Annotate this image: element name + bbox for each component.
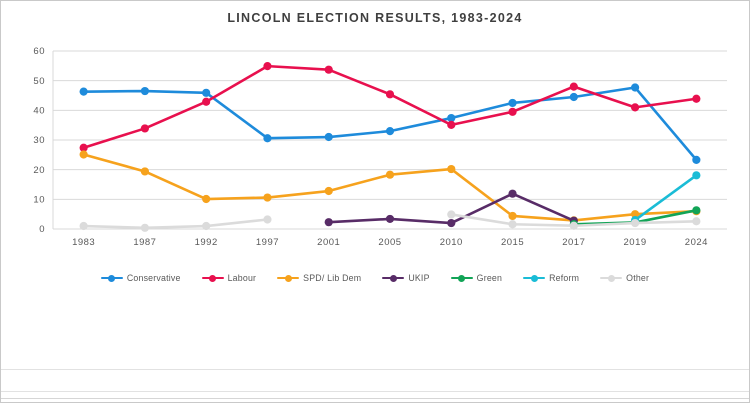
data-point-labour-2017	[569, 82, 578, 91]
data-point-labour-2005	[385, 90, 395, 99]
legend-marker-icon	[277, 274, 300, 282]
data-point-conservative-1992	[202, 88, 211, 97]
plot-area: 0 10 20 30 40 50 60 1983 1987 1992 1997 2001 2005 201…	[33, 46, 727, 248]
legend-label: Other	[626, 273, 650, 283]
data-point-other-1983	[79, 221, 88, 231]
legend-marker-icon	[523, 274, 546, 282]
chart-title: LINCOLN ELECTION RESULTS, 1983-2024	[227, 11, 523, 25]
data-point-spd-lib-dem-1992	[202, 194, 211, 204]
data-point-labour-1997	[263, 62, 272, 71]
data-point-conservative-2015	[508, 98, 517, 108]
y-tick-label: 30	[33, 135, 45, 146]
data-point-conservative-2017	[569, 92, 578, 102]
chart-legend: Conservative Labour SPD/ Lib Dem UKIP Green R…	[1, 273, 749, 283]
data-point-spd-lib-dem-2005	[385, 170, 395, 179]
legend-item-spd-lib-dem[interactable]: SPD/ Lib Dem	[277, 273, 361, 283]
legend-label: Reform	[549, 273, 580, 283]
legend-marker-icon	[600, 274, 623, 282]
data-point-conservative-1987	[140, 86, 150, 96]
legend-label: Conservative	[126, 273, 181, 283]
data-point-green-2024	[692, 206, 701, 215]
data-point-spd-lib-dem-2010	[447, 164, 456, 174]
data-point-labour-2024	[692, 94, 701, 103]
data-point-conservative-2001	[324, 132, 333, 142]
data-point-labour-2019	[630, 103, 640, 112]
data-point-labour-2001	[324, 65, 333, 74]
series-line-reform	[633, 174, 698, 222]
data-point-spd-lib-dem-1983	[79, 150, 88, 159]
data-point-other-2017	[569, 221, 578, 230]
legend-item-ukip[interactable]: UKIP	[382, 273, 429, 283]
data-point-labour-1983	[79, 143, 88, 152]
data-point-other-2019	[630, 218, 640, 228]
x-tick-label: 1983	[72, 237, 95, 248]
sheet-row-gridline	[1, 398, 749, 399]
data-point-spd-lib-dem-2015	[508, 211, 517, 221]
legend-label: Green	[476, 273, 503, 283]
x-tick-label: 1992	[195, 237, 218, 248]
legend-item-labour[interactable]: Labour	[201, 273, 257, 283]
data-point-labour-1992	[202, 97, 211, 106]
x-tick-label: 2015	[501, 237, 524, 248]
data-point-ukip-2005	[385, 214, 395, 224]
data-point-reform-2024	[692, 171, 701, 180]
x-tick-label: 1987	[133, 237, 156, 248]
legend-item-green[interactable]: Green	[450, 273, 503, 283]
data-point-other-2024	[692, 217, 701, 226]
legend-marker-icon	[382, 274, 405, 282]
data-point-ukip-2010	[447, 218, 456, 228]
data-point-ukip-2001	[324, 218, 333, 227]
y-tick-label: 0	[39, 224, 45, 235]
legend-label: SPD/ Lib Dem	[303, 273, 362, 283]
data-point-ukip-2015	[508, 189, 517, 198]
x-tick-label: 2010	[440, 237, 463, 248]
x-tick-label: 2005	[378, 237, 401, 248]
data-point-spd-lib-dem-1997	[263, 193, 272, 202]
y-tick-label: 10	[33, 195, 45, 206]
x-tick-label: 1997	[256, 237, 279, 248]
data-point-spd-lib-dem-2001	[324, 186, 333, 196]
data-point-conservative-2019	[630, 83, 640, 92]
data-point-conservative-1997	[263, 134, 272, 143]
data-point-labour-2015	[508, 107, 517, 116]
data-point-spd-lib-dem-1987	[140, 167, 150, 176]
series-line-other	[82, 218, 269, 230]
sheet-row-gridline	[1, 369, 749, 370]
legend-marker-icon	[450, 274, 473, 282]
legend-label: UKIP	[408, 273, 430, 283]
legend-marker-icon	[201, 274, 224, 282]
legend-item-reform[interactable]: Reform	[523, 273, 579, 283]
legend-label: Labour	[227, 273, 257, 283]
x-tick-label: 2001	[317, 237, 340, 248]
series-line-labour	[82, 64, 698, 150]
x-tick-label: 2017	[562, 237, 585, 248]
data-point-other-2015	[508, 220, 517, 229]
data-point-spd-lib-dem-2019	[630, 210, 640, 219]
data-point-other-1987	[140, 223, 150, 232]
data-point-conservative-2005	[385, 127, 395, 136]
data-point-other-2010	[447, 210, 456, 219]
data-point-conservative-1983	[79, 87, 88, 96]
y-tick-label: 20	[33, 165, 45, 176]
data-point-conservative-2024	[692, 155, 701, 164]
x-tick-label: 2024	[685, 237, 708, 248]
data-point-labour-1987	[140, 124, 150, 133]
data-point-other-1997	[263, 215, 272, 224]
sheet-row-gridline	[1, 391, 749, 392]
data-point-labour-2010	[447, 120, 456, 129]
series-line-spd-lib-dem	[82, 153, 698, 222]
y-tick-label: 40	[33, 106, 45, 117]
y-tick-label: 50	[33, 76, 45, 87]
x-tick-label: 2019	[624, 237, 647, 248]
data-point-other-1992	[202, 221, 211, 231]
election-line-chart[interactable]: LINCOLN ELECTION RESULTS, 1983-2024 0 10 2…	[1, 1, 749, 366]
legend-item-other[interactable]: Other	[600, 273, 649, 283]
legend-item-conservative[interactable]: Conservative	[100, 273, 181, 283]
y-tick-label: 60	[33, 46, 45, 57]
legend-marker-icon	[100, 274, 123, 282]
data-point-conservative-2010	[447, 113, 456, 123]
